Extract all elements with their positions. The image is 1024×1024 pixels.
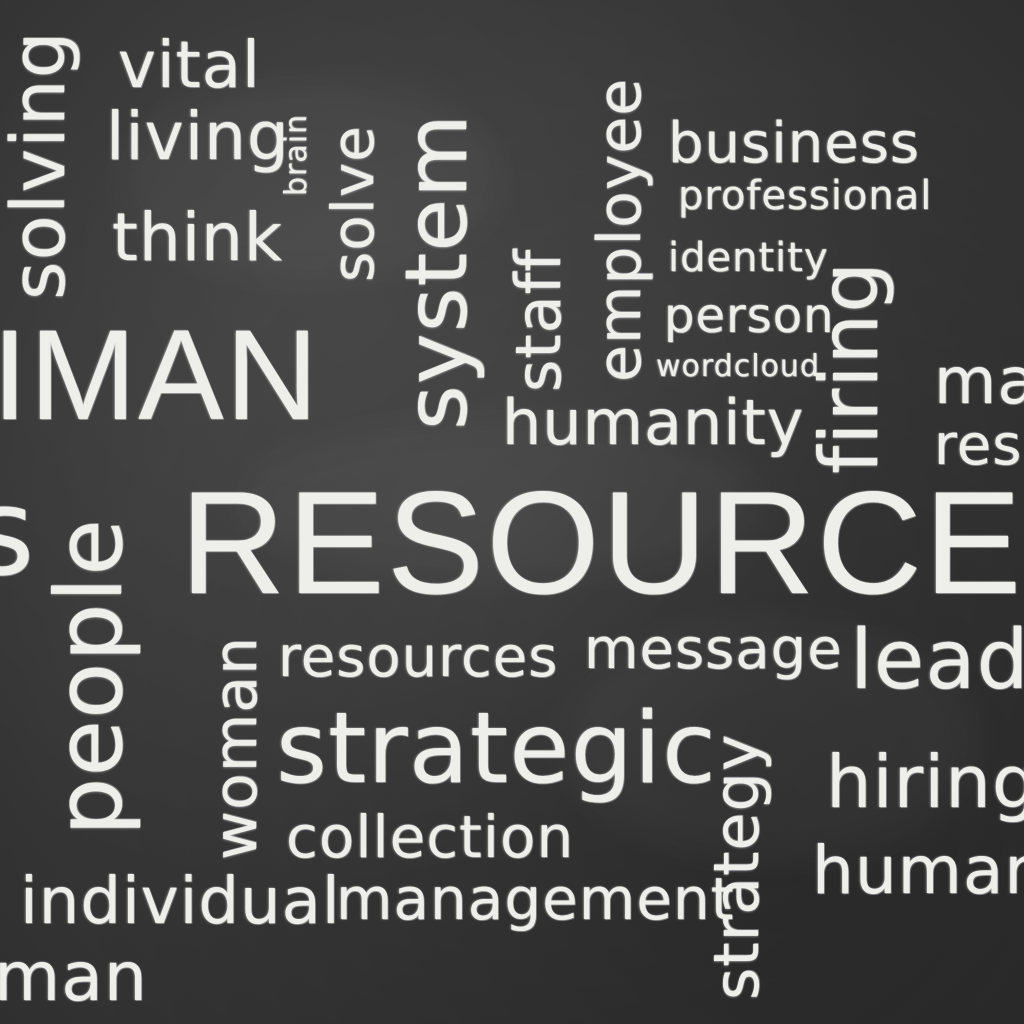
word-person: person	[664, 288, 835, 344]
word-human-large: IMAN	[0, 304, 320, 447]
word-lead: lead	[850, 613, 1024, 708]
word-solve: solve	[319, 125, 387, 282]
word-think: think	[112, 199, 284, 276]
word-hiring: hiring	[826, 740, 1024, 824]
word-living: living	[106, 98, 290, 175]
word-vital: vital	[118, 29, 261, 103]
word-employee: employee	[585, 77, 655, 382]
word-humanity: humanity	[502, 386, 805, 459]
word-resources: resources	[278, 625, 559, 690]
word-solving: solving	[0, 30, 82, 300]
word-strategic: strategic	[276, 692, 717, 806]
word-ma: ma	[934, 345, 1024, 419]
word-res: res	[934, 413, 1023, 478]
word-people: people	[36, 518, 143, 836]
word-system: system	[387, 113, 487, 430]
word-firing: firing	[803, 261, 896, 474]
word-staff: staff	[502, 248, 575, 392]
word-wordcloud: wordcloud	[656, 349, 820, 384]
word-human-bottom: man	[0, 938, 149, 1017]
word-left-edge: s	[0, 464, 36, 603]
word-management: management	[336, 865, 735, 933]
word-human-right: human	[812, 832, 1024, 909]
word-woman: woman	[201, 635, 271, 860]
word-individual: individual	[20, 865, 341, 939]
word-collection: collection	[286, 803, 575, 871]
word-business: business	[668, 111, 921, 176]
word-identity: identity	[668, 235, 829, 281]
word-brain: brain	[279, 113, 314, 196]
word-resource: RESOURCE	[180, 461, 1024, 624]
word-professional: professional	[678, 173, 933, 219]
word-message: message	[584, 617, 843, 682]
